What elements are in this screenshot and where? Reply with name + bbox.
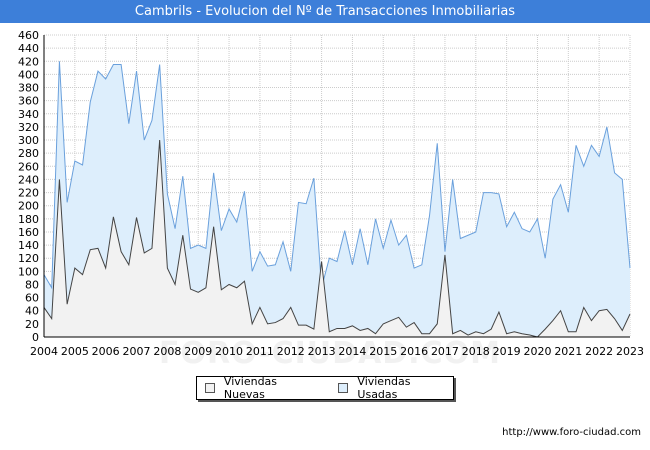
line-viviendas-usadas xyxy=(43,61,631,290)
area-viviendas-usadas xyxy=(44,61,630,337)
x-tick-label: 2006 xyxy=(92,345,120,358)
x-tick-label: 2011 xyxy=(246,345,274,358)
y-tick-label: 280 xyxy=(18,147,39,160)
y-tick-label: 140 xyxy=(18,239,39,252)
y-tick-label: 400 xyxy=(18,68,39,81)
x-tick-label: 2023 xyxy=(616,345,644,358)
y-tick-label: 220 xyxy=(18,187,39,200)
x-tick-label: 2017 xyxy=(431,345,459,358)
y-tick-label: 180 xyxy=(18,213,39,226)
y-tick-label: 300 xyxy=(18,134,39,147)
watermark: FORO-CIUDAD.COM xyxy=(159,336,501,371)
y-tick-label: 440 xyxy=(18,42,39,55)
y-tick-label: 380 xyxy=(18,82,39,95)
source-url: http://www.foro-ciudad.com xyxy=(502,427,641,438)
y-tick-label: 160 xyxy=(18,226,39,239)
x-tick-label: 2004 xyxy=(30,345,58,358)
area-viviendas-nuevas xyxy=(44,140,630,337)
x-tick-label: 2013 xyxy=(308,345,336,358)
y-tick-label: 120 xyxy=(18,252,39,265)
legend-item-usadas: Viviendas Usadas xyxy=(338,375,453,401)
x-tick-label: 2009 xyxy=(184,345,212,358)
legend-swatch-usadas xyxy=(338,383,349,393)
x-tick-label: 2022 xyxy=(585,345,613,358)
y-tick-label: 100 xyxy=(18,265,39,278)
legend-label-usadas: Viviendas Usadas xyxy=(357,375,411,401)
x-tick-label: 2018 xyxy=(462,345,490,358)
x-tick-label: 2010 xyxy=(215,345,243,358)
x-tick-label: 2014 xyxy=(338,345,366,358)
y-tick-label: 40 xyxy=(25,305,39,318)
legend-item-nuevas: Viviendas Nuevas xyxy=(205,375,320,401)
y-tick-label: 20 xyxy=(25,318,39,331)
legend: Viviendas Nuevas Viviendas Usadas xyxy=(196,375,454,401)
x-tick-label: 2021 xyxy=(554,345,582,358)
legend-label-nuevas: Viviendas Nuevas xyxy=(223,375,278,401)
y-tick-label: 360 xyxy=(18,95,39,108)
y-tick-label: 260 xyxy=(18,160,39,173)
line-viviendas-nuevas xyxy=(43,140,631,338)
legend-swatch-nuevas xyxy=(205,383,215,393)
y-tick-label: 200 xyxy=(18,200,39,213)
x-tick-label: 2016 xyxy=(400,345,428,358)
x-tick-label: 2020 xyxy=(523,345,551,358)
x-tick-label: 2005 xyxy=(61,345,89,358)
x-tick-label: 2015 xyxy=(369,345,397,358)
y-tick-label: 320 xyxy=(18,121,39,134)
chart-title: Cambrils - Evolucion del Nº de Transacci… xyxy=(134,4,516,19)
y-tick-label: 60 xyxy=(25,292,39,305)
y-tick-label: 340 xyxy=(18,108,39,121)
chart-title-bar: Cambrils - Evolucion del Nº de Transacci… xyxy=(0,0,650,23)
y-tick-label: 460 xyxy=(18,29,39,42)
x-tick-label: 2012 xyxy=(277,345,305,358)
y-tick-label: 0 xyxy=(32,331,39,344)
x-tick-label: 2007 xyxy=(123,345,151,358)
y-tick-label: 420 xyxy=(18,55,39,68)
x-tick-label: 2019 xyxy=(493,345,521,358)
x-tick-label: 2008 xyxy=(153,345,181,358)
y-tick-label: 80 xyxy=(25,278,39,291)
y-tick-label: 240 xyxy=(18,173,39,186)
